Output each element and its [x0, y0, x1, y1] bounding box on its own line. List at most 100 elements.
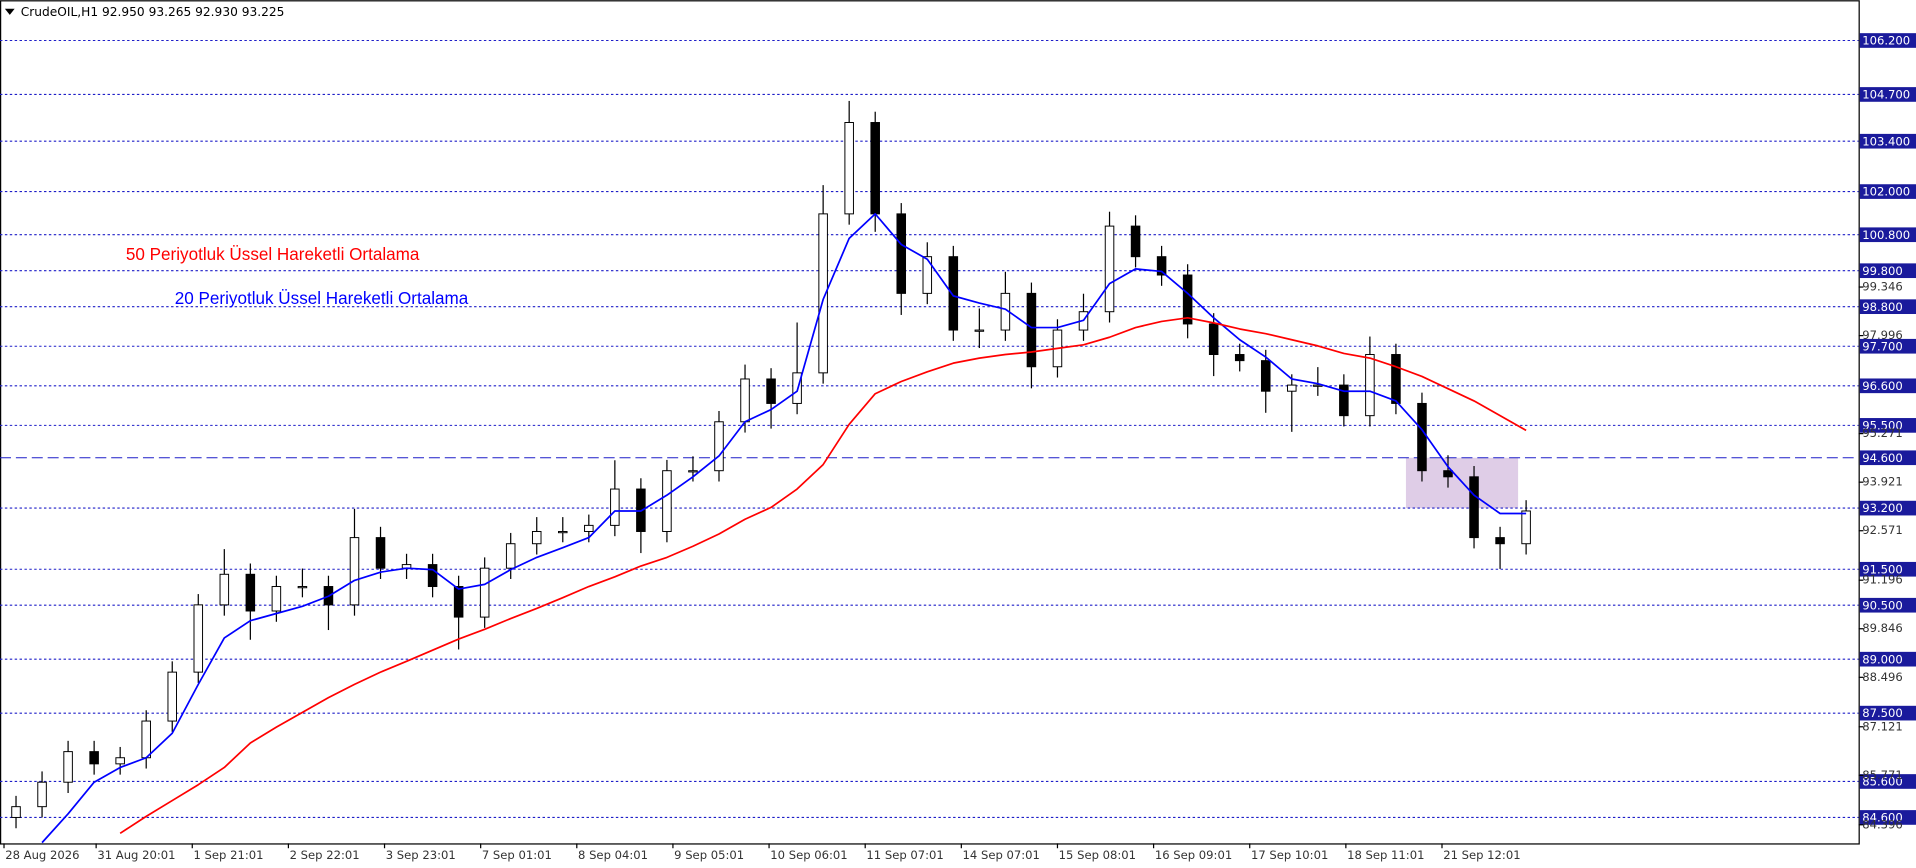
candle-body — [1469, 476, 1479, 539]
level-label: 104.700 — [1862, 88, 1910, 102]
level-label: 85.600 — [1862, 775, 1903, 789]
x-tick-label: 3 Sep 23:01 — [386, 848, 456, 862]
candle-body — [37, 781, 47, 808]
y-tick-label: 88.496 — [1862, 670, 1903, 684]
candle-body — [610, 488, 620, 526]
level-label-bg — [1859, 810, 1916, 825]
y-tick-label: 97.996 — [1862, 328, 1903, 342]
level-label: 94.600 — [1862, 451, 1903, 465]
candle-body — [1443, 470, 1453, 478]
moving-average-line — [119, 316, 1527, 834]
candle-body — [1495, 537, 1505, 545]
candle-body — [896, 213, 907, 294]
chart-header: CrudeOIL,H1 92.950 93.265 92.930 93.225 — [21, 5, 285, 19]
candle-body — [453, 586, 464, 618]
level-label-bg — [1859, 299, 1916, 315]
candle-body — [245, 573, 256, 612]
level-label-bg — [1859, 774, 1916, 789]
level-label-bg — [1859, 597, 1916, 613]
candle-body — [688, 470, 698, 473]
candle-body — [531, 531, 542, 545]
candle-body — [948, 256, 959, 331]
level-label-bg — [1859, 33, 1916, 48]
level-label-bg — [1859, 500, 1916, 516]
x-tick-label: 9 Sep 05:01 — [674, 848, 744, 862]
candle-body — [297, 586, 308, 589]
candle-body — [766, 378, 776, 404]
candle-body — [974, 329, 985, 332]
level-label: 100.800 — [1862, 228, 1910, 242]
candle-body — [1104, 225, 1115, 313]
candle-body — [1260, 360, 1271, 392]
candle-body — [11, 806, 21, 818]
plot-frame — [0, 0, 1860, 845]
y-tick-label: 89.846 — [1862, 621, 1903, 635]
x-tick-label: 10 Sep 06:01 — [770, 848, 847, 862]
x-tick-label: 17 Sep 10:01 — [1251, 848, 1328, 862]
levels — [0, 39, 1859, 819]
candle-body — [584, 524, 594, 532]
candle-body — [349, 537, 360, 606]
x-tick-label: 1 Sep 21:01 — [193, 848, 263, 862]
x-tick-label: 31 Aug 20:01 — [97, 848, 175, 862]
y-tick-label: 85.771 — [1862, 768, 1903, 782]
level-label: 99.800 — [1862, 264, 1903, 278]
candle-body — [714, 421, 724, 472]
axes: 106.200 104.700 103.400 102.000 100.800 99.80… — [3, 33, 1916, 862]
candle-body — [271, 586, 282, 612]
level-label-bg — [1859, 87, 1916, 102]
candle-body — [427, 564, 438, 588]
candle-body — [1287, 384, 1297, 392]
candle-body — [1182, 274, 1193, 325]
y-tick-label: 92.571 — [1862, 523, 1903, 537]
y-tick-label: 84.396 — [1862, 817, 1903, 831]
x-tick-label: 18 Sep 11:01 — [1347, 848, 1424, 862]
candle-body — [1026, 292, 1037, 368]
candle-body — [1234, 354, 1245, 362]
level-label-bg — [1859, 561, 1916, 577]
level-label: 91.500 — [1862, 562, 1903, 576]
moving-average-line — [41, 213, 1527, 844]
x-tick-label: 2 Sep 22:01 — [290, 848, 360, 862]
candle-body — [558, 531, 568, 534]
level-label: 90.500 — [1862, 598, 1903, 612]
plot: 50 Periyotluk Üssel Hareketli Ortalama 20… — [11, 100, 1531, 844]
x-tick-label: 16 Sep 09:01 — [1155, 848, 1232, 862]
candle-body — [870, 122, 880, 215]
level-label: 106.200 — [1862, 34, 1910, 48]
level-label: 95.500 — [1862, 418, 1903, 432]
x-tick-label: 28 Aug 2026 — [5, 848, 79, 862]
level-label: 98.800 — [1862, 300, 1903, 314]
level-label-bg — [1859, 184, 1916, 199]
y-tick-label: 95.271 — [1862, 426, 1903, 440]
level-label-bg — [1859, 133, 1916, 149]
x-tick-label: 14 Sep 07:01 — [963, 848, 1040, 862]
level-label: 84.600 — [1862, 811, 1903, 825]
level-label: 87.500 — [1862, 706, 1903, 720]
candle-body — [375, 537, 386, 569]
level-label: 103.400 — [1862, 134, 1910, 148]
level-label-bg — [1859, 338, 1916, 354]
annotation: 20 Periyotluk Üssel Hareketli Ortalama — [175, 289, 469, 308]
y-tick-label: 93.921 — [1862, 475, 1903, 489]
candle-body — [1391, 354, 1401, 404]
level-label-bg — [1859, 450, 1916, 466]
candle-body — [193, 604, 204, 673]
candle-body — [141, 720, 151, 759]
y-tick-label: 87.121 — [1862, 719, 1903, 733]
level-label-bg — [1859, 378, 1916, 394]
candle-body — [219, 573, 230, 606]
candle-body — [740, 378, 750, 423]
candle-body — [1365, 354, 1375, 417]
level-label: 97.700 — [1862, 339, 1903, 353]
candle-body — [1521, 510, 1531, 545]
candle-body — [1339, 384, 1349, 417]
level-label-bg — [1859, 227, 1916, 243]
x-tick-label: 11 Sep 07:01 — [866, 848, 943, 862]
level-label: 96.600 — [1862, 379, 1903, 393]
candle-body — [818, 213, 828, 374]
x-tick-label: 15 Sep 08:01 — [1059, 848, 1136, 862]
candle-body — [1130, 225, 1141, 258]
menu-triangle[interactable] — [4, 8, 15, 15]
